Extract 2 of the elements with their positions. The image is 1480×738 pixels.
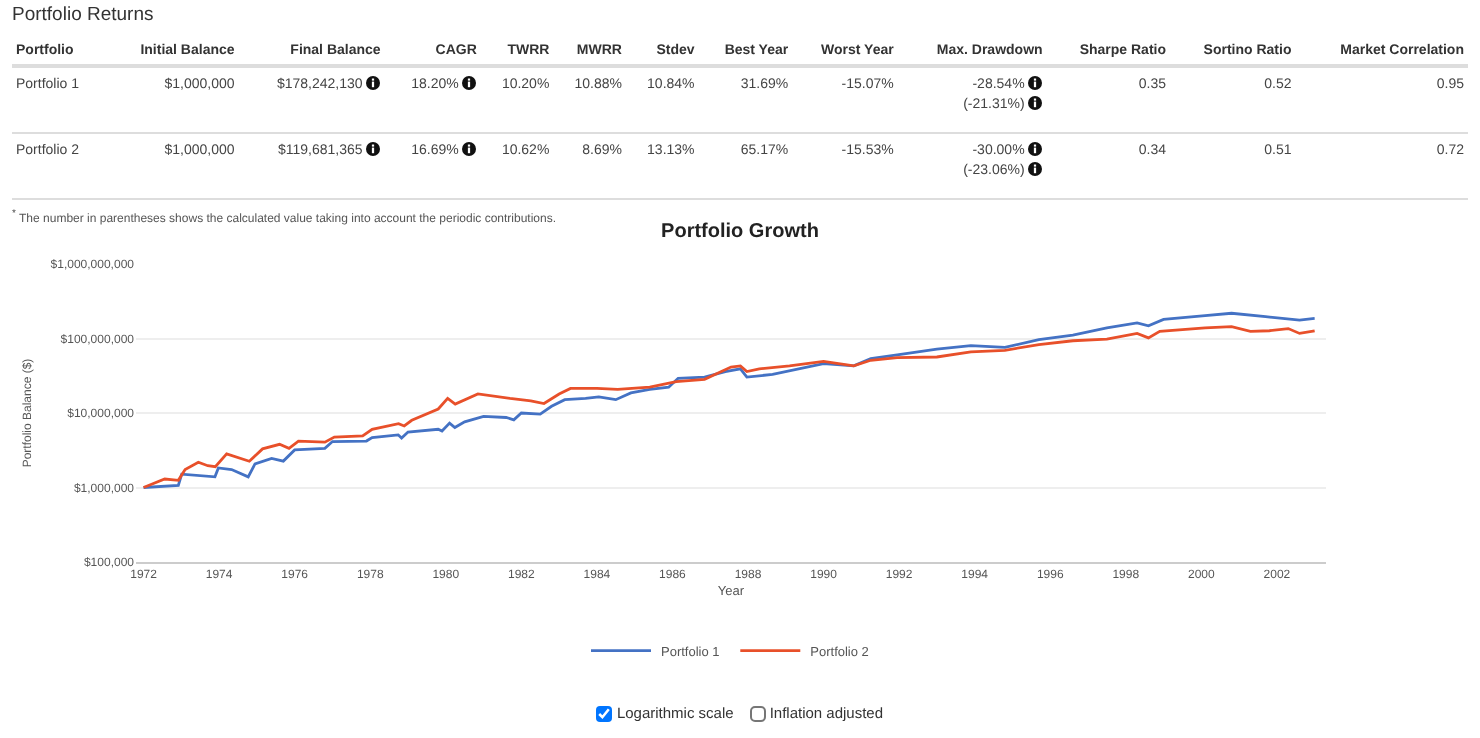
text: Portfolio Returns [12, 4, 156, 26]
chart-title: Portfolio Growth [661, 220, 819, 243]
